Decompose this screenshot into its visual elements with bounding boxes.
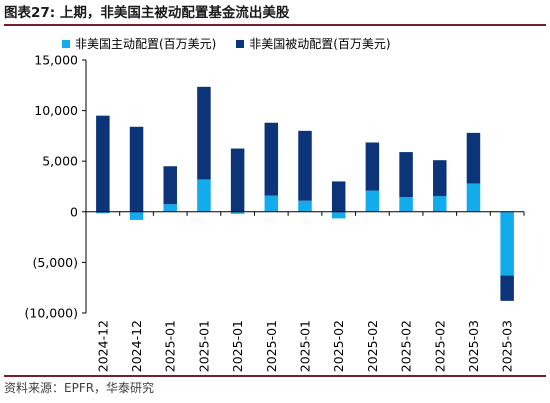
legend-label-active: 非美国主动配置(百万美元): [75, 37, 217, 51]
x-tick-label-9: 2025-02: [399, 320, 414, 372]
bar-passive-4: [230, 148, 245, 212]
bar-passive-3: [197, 86, 211, 180]
bar-passive-9: [399, 152, 413, 198]
x-tick-label-10: 2025-02: [432, 320, 447, 372]
bar-active-4: [230, 211, 245, 214]
x-tick-label-12: 2025-03: [500, 320, 515, 372]
legend-item-active: 非美国主动配置(百万美元): [62, 36, 216, 52]
bar-active-12: [500, 211, 514, 276]
bar-passive-2: [163, 166, 177, 205]
bars-layer: [96, 86, 514, 301]
x-tick-label-4: 2025-01: [230, 320, 245, 372]
chart-legend: 非美国主动配置(百万美元) 非美国被动配置(百万美元): [62, 36, 407, 52]
x-tick-label-6: 2025-01: [298, 320, 313, 372]
axes-layer: [82, 59, 525, 314]
bar-passive-6: [298, 130, 312, 201]
bar-active-9: [399, 197, 413, 212]
bar-active-2: [163, 204, 177, 212]
bar-passive-7: [331, 181, 346, 212]
y-tick-label-5: (10,000): [25, 306, 79, 321]
source-note: 资料来源：EPFR，华泰研究: [4, 375, 546, 401]
y-tick-label-4: (5,000): [32, 255, 78, 270]
bar-active-10: [433, 196, 447, 212]
legend-swatch-active: [62, 40, 70, 48]
bar-active-6: [298, 200, 312, 212]
legend-item-passive: 非美国被动配置(百万美元): [236, 36, 391, 52]
y-tick-label-1: 10,000: [34, 103, 78, 118]
chart-title: 图表27: 上期，非美国主被动配置基金流出美股: [4, 2, 546, 26]
x-tick-label-11: 2025-03: [466, 320, 481, 372]
x-tick-label-7: 2025-02: [331, 320, 346, 372]
bar-passive-11: [466, 132, 481, 184]
x-tick-label-2: 2025-01: [163, 320, 178, 372]
legend-label-passive: 非美国被动配置(百万美元): [249, 37, 391, 51]
y-tick-label-2: 5,000: [42, 154, 78, 169]
bar-passive-5: [264, 122, 279, 196]
x-tick-labels: 2024-12 2024-12 2025-01 2025-01 2025-01 2025-…: [95, 320, 514, 372]
y-tick-label-3: 0: [70, 204, 78, 219]
legend-swatch-passive: [236, 40, 245, 48]
bar-active-3: [197, 179, 211, 212]
bar-passive-10: [433, 160, 447, 197]
bar-chart: 15,000 10,000 5,000 0 (5,000) (10,000) 2024-1…: [25, 53, 525, 372]
x-tick-label-1: 2024-12: [129, 320, 144, 372]
bar-passive-8: [365, 142, 380, 191]
x-tick-label-8: 2025-02: [365, 320, 380, 372]
x-tick-label-3: 2025-01: [196, 320, 211, 372]
bar-passive-0: [96, 115, 110, 212]
bar-active-11: [466, 183, 481, 212]
y-tick-label-0: 15,000: [34, 53, 78, 68]
bar-active-0: [96, 211, 110, 214]
bar-active-1: [129, 211, 144, 220]
bar-active-5: [264, 195, 279, 212]
bar-active-7: [331, 211, 346, 219]
y-tick-labels: 15,000 10,000 5,000 0 (5,000) (10,000): [25, 53, 79, 321]
x-tick-label-0: 2024-12: [95, 320, 110, 372]
x-tick-label-5: 2025-01: [264, 320, 279, 372]
bar-active-8: [365, 190, 380, 212]
bar-passive-12: [500, 275, 514, 301]
bar-passive-1: [129, 126, 144, 212]
